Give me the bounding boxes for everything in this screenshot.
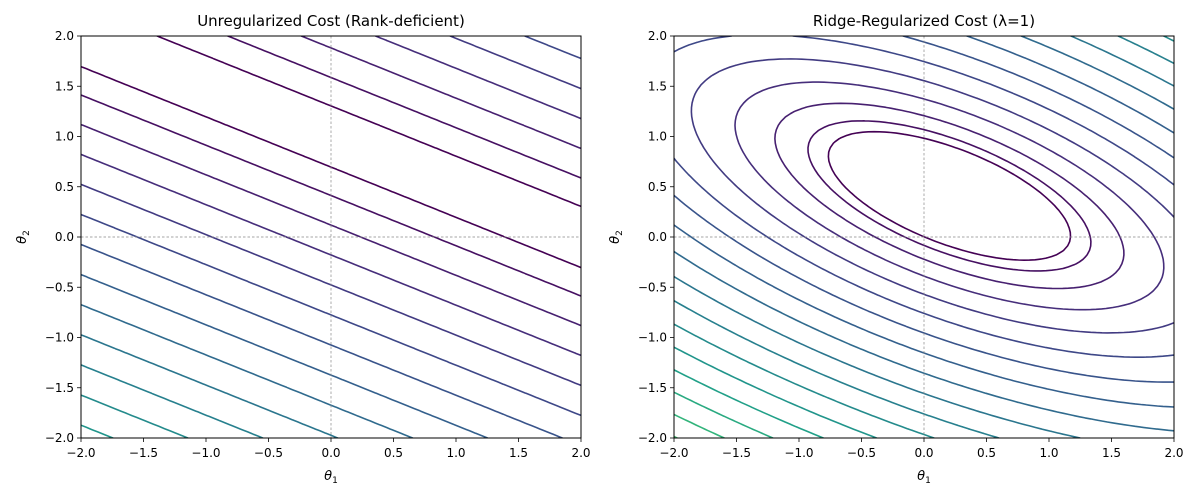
contour-line xyxy=(81,273,489,438)
contour-line xyxy=(674,36,1174,438)
x-tick-label: 0.5 xyxy=(977,446,996,460)
contour-line xyxy=(674,36,1174,408)
x-tick-label: 1.5 xyxy=(1102,446,1121,460)
contour-line xyxy=(807,120,1092,272)
y-axis-ticks: −2.0 −1.5 −1.0 −0.5 0.0 0.5 1.0 1.5 2.0 xyxy=(45,29,81,445)
contour-line xyxy=(81,364,264,438)
y-tick-label: −2.0 xyxy=(45,431,74,445)
chart-unregularized: Unregularized Cost (Rank-deficient) −2.0… xyxy=(15,12,591,486)
x-tick-label: −1.5 xyxy=(722,446,751,460)
y-tick-label: −1.0 xyxy=(638,331,667,345)
contour-layer xyxy=(81,36,581,438)
y-tick-label: −1.5 xyxy=(45,381,74,395)
contour-line xyxy=(81,303,414,438)
contour-line xyxy=(81,36,581,269)
contour-line xyxy=(734,81,1165,311)
contour-line xyxy=(674,36,1174,432)
contour-line xyxy=(674,36,1174,383)
y-axis-label: θ2 xyxy=(15,230,32,244)
x-tick-label: −2.0 xyxy=(659,446,688,460)
x-tick-label: 1.5 xyxy=(509,446,528,460)
y-tick-label: 1.5 xyxy=(648,79,667,93)
x-tick-label: −2.0 xyxy=(66,446,95,460)
y-axis-label: θ2 xyxy=(608,230,625,244)
contour-line xyxy=(674,36,1174,438)
contour-line xyxy=(674,36,1174,358)
reference-lines xyxy=(81,36,581,438)
contour-line xyxy=(81,394,189,438)
x-tick-label: −1.0 xyxy=(191,446,220,460)
y-tick-label: 1.5 xyxy=(55,79,74,93)
x-tick-label: 2.0 xyxy=(571,446,590,460)
chart-title: Ridge-Regularized Cost (λ=1) xyxy=(813,12,1035,30)
x-axis-label: θ1 xyxy=(917,469,931,486)
y-tick-label: −0.5 xyxy=(45,280,74,294)
y-tick-label: 0.0 xyxy=(55,230,74,244)
chart-ridge-regularized: Ridge-Regularized Cost (λ=1) −2.0 −1.5 −1.… xyxy=(608,12,1184,486)
x-tick-label: −1.5 xyxy=(129,446,158,460)
contour-line xyxy=(81,36,581,327)
contour-line xyxy=(674,369,825,438)
contour-layer xyxy=(674,36,1174,438)
x-tick-label: 1.0 xyxy=(446,446,465,460)
y-tick-label: 2.0 xyxy=(648,29,667,43)
y-tick-label: 0.5 xyxy=(648,180,667,194)
chart-title: Unregularized Cost (Rank-deficient) xyxy=(197,12,465,30)
x-tick-label: 0.0 xyxy=(321,446,340,460)
y-tick-label: 1.0 xyxy=(55,130,74,144)
contour-line xyxy=(81,36,581,357)
reference-lines xyxy=(674,36,1174,438)
contour-line xyxy=(81,334,339,438)
x-tick-label: −0.5 xyxy=(847,446,876,460)
y-tick-label: −0.5 xyxy=(638,280,667,294)
contour-line xyxy=(81,36,581,297)
y-axis-ticks: −2.0 −1.5 −1.0 −0.5 0.0 0.5 1.0 1.5 2.0 xyxy=(638,29,674,445)
contour-line xyxy=(674,346,878,438)
contour-line xyxy=(674,36,1174,438)
contour-line xyxy=(81,243,564,438)
y-tick-label: 0.0 xyxy=(648,230,667,244)
contour-line xyxy=(81,36,581,387)
y-tick-label: −1.0 xyxy=(45,331,74,345)
y-tick-label: 2.0 xyxy=(55,29,74,43)
contour-line xyxy=(674,391,774,438)
y-tick-label: 0.5 xyxy=(55,180,74,194)
y-tick-label: −2.0 xyxy=(638,431,667,445)
contour-line xyxy=(81,424,114,438)
contour-line xyxy=(774,102,1125,290)
x-axis-label: θ1 xyxy=(324,469,338,486)
x-tick-label: 0.0 xyxy=(914,446,933,460)
x-tick-label: 2.0 xyxy=(1164,446,1183,460)
x-tick-label: −0.5 xyxy=(254,446,283,460)
x-axis-ticks: −2.0 −1.5 −1.0 −0.5 0.0 0.5 1.0 1.5 2.0 xyxy=(66,438,591,460)
y-tick-label: 1.0 xyxy=(648,130,667,144)
contour-line xyxy=(690,58,1174,334)
x-tick-label: −1.0 xyxy=(784,446,813,460)
contour-line xyxy=(827,130,1072,261)
contour-line xyxy=(674,413,725,438)
y-tick-label: −1.5 xyxy=(638,381,667,395)
x-tick-label: 1.0 xyxy=(1039,446,1058,460)
x-axis-ticks: −2.0 −1.5 −1.0 −0.5 0.0 0.5 1.0 1.5 2.0 xyxy=(659,438,1184,460)
x-tick-label: 0.5 xyxy=(384,446,403,460)
